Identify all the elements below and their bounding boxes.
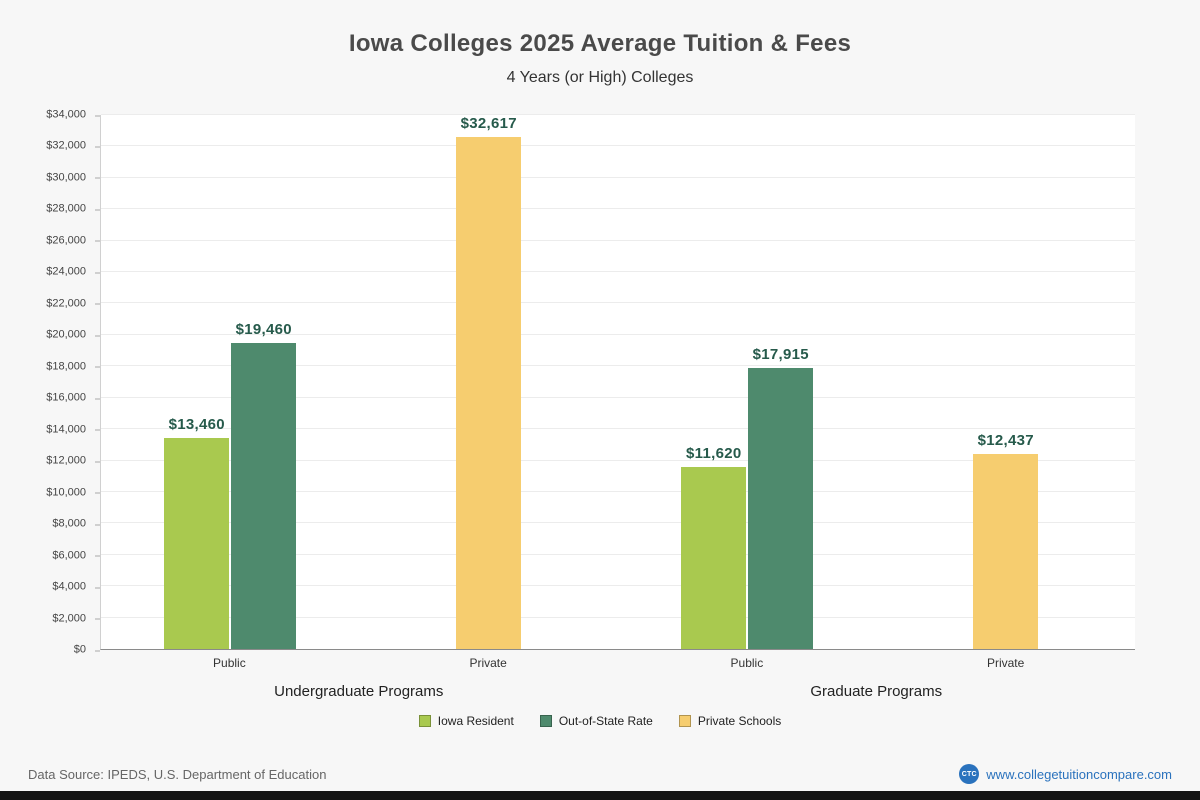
category-column-undergraduate-programs-public: $13,460 $19,460 (101, 115, 360, 649)
bar-iowa-resident[interactable]: $13,460 (164, 416, 230, 649)
x-tick-label: Public (213, 656, 246, 670)
y-tick-label: $4,000 (0, 581, 100, 593)
group-label-graduate-programs: Graduate Programs (810, 683, 943, 700)
group-label-row: Undergraduate Programs Graduate Programs (0, 683, 1200, 700)
bar-value-label: $19,460 (235, 321, 292, 339)
site-link[interactable]: CTC www.collegetuitioncompare.com (959, 764, 1172, 784)
gridline (101, 114, 1135, 115)
y-tick-label: $28,000 (0, 203, 100, 215)
x-axis-tail (1135, 656, 1200, 670)
y-tick-label: $18,000 (0, 361, 100, 372)
gridline (101, 490, 1135, 492)
y-tick-label: $32,000 (0, 140, 100, 152)
chart-title: Iowa Colleges 2025 Average Tuition & Fee… (348, 30, 852, 57)
y-axis: $0 $2,000 $4,000 $6,000 $8,000 $10,000 $12,000… (0, 109, 100, 655)
gridline (101, 208, 1135, 210)
y-tick-label: $10,000 (0, 487, 100, 498)
bar-private-schools[interactable]: $12,437 (973, 432, 1039, 649)
bar-iowa-resident[interactable]: $11,620 (681, 445, 747, 649)
y-tick-label: $12,000 (0, 455, 100, 467)
bar-out-of-state-rate[interactable]: $19,460 (231, 321, 297, 649)
y-tick-label: $20,000 (0, 329, 100, 341)
y-tick-label: $34,000 (0, 109, 100, 121)
site-url: www.collegetuitioncompare.com (986, 766, 1172, 782)
bottom-bar (0, 791, 1200, 800)
x-tick-label: Private (469, 656, 507, 670)
legend-swatch (678, 715, 691, 727)
legend-item-iowa-resident[interactable]: Iowa Resident (418, 714, 514, 728)
legend-label: Iowa Resident (437, 714, 514, 728)
gridline (101, 239, 1135, 241)
chart-subtitle: 4 Years (or High) Colleges (506, 69, 694, 86)
data-source-text: Data Source: IPEDS, U.S. Department of E… (28, 766, 327, 782)
bar-out-of-state-rate[interactable]: $17,915 (748, 346, 814, 649)
ctc-logo-icon: CTC (959, 764, 980, 784)
bar-value-label: $11,620 (686, 444, 742, 462)
gridline (101, 145, 1135, 147)
bar-value-label: $17,915 (752, 345, 809, 363)
y-tick-label: $24,000 (0, 266, 100, 278)
category-column-undergraduate-programs-private: $32,617 (360, 115, 619, 649)
x-tick-label: Private (986, 656, 1025, 670)
legend-item-private-schools[interactable]: Private Schools (678, 714, 782, 728)
plot-area: $13,460 $19,460 $32,617 $11,620 $17,915 $12,4… (100, 114, 1136, 650)
y-tick-label: $30,000 (0, 172, 100, 183)
y-tick-label: $6,000 (0, 550, 100, 561)
legend: Iowa Resident Out-of-State Rate Private Sc… (0, 714, 1200, 728)
chart: $0 $2,000 $4,000 $6,000 $8,000 $10,000 $12,000… (0, 109, 1200, 700)
gridline (101, 459, 1135, 461)
legend-swatch (539, 715, 552, 727)
y-tick-label: $8,000 (0, 518, 100, 530)
gridline (101, 522, 1135, 524)
bar-private-schools[interactable]: $32,617 (456, 115, 522, 649)
footer: Data Source: IPEDS, U.S. Department of E… (0, 764, 1200, 784)
bar-value-label: $32,617 (460, 114, 517, 132)
bar-value-label: $12,437 (977, 431, 1034, 449)
y-tick-label: $16,000 (0, 392, 100, 404)
x-axis-spacer (0, 656, 100, 670)
group-label-undergraduate-programs: Undergraduate Programs (274, 683, 444, 700)
gridline (101, 302, 1135, 304)
group-label-tail (1135, 683, 1200, 700)
gridline (101, 333, 1135, 335)
legend-item-out-of-state-rate[interactable]: Out-of-State Rate (539, 714, 653, 728)
gridline (101, 616, 1135, 618)
category-column-graduate-programs-private: $12,437 (877, 115, 1136, 649)
y-tick-label: $26,000 (0, 235, 100, 246)
category-column-graduate-programs-public: $11,620 $17,915 (618, 115, 877, 649)
legend-label: Out-of-State Rate (558, 714, 653, 728)
legend-label: Private Schools (697, 714, 782, 728)
bar-value-label: $13,460 (168, 415, 225, 433)
x-axis: Public Private Public Private (0, 656, 1200, 670)
gridline (101, 365, 1135, 367)
y-tick-label: $14,000 (0, 424, 100, 435)
gridline (101, 396, 1135, 398)
gridline (101, 428, 1135, 430)
legend-swatch (418, 715, 431, 727)
gridline (101, 585, 1135, 587)
gridline (101, 176, 1135, 178)
y-tick-label: $0 (0, 644, 100, 656)
group-label-spacer (0, 683, 100, 700)
gridline (101, 271, 1135, 273)
y-tick-label: $22,000 (0, 298, 100, 309)
y-tick-label: $2,000 (0, 613, 100, 624)
gridline (101, 553, 1135, 555)
x-tick-label: Public (730, 656, 764, 670)
